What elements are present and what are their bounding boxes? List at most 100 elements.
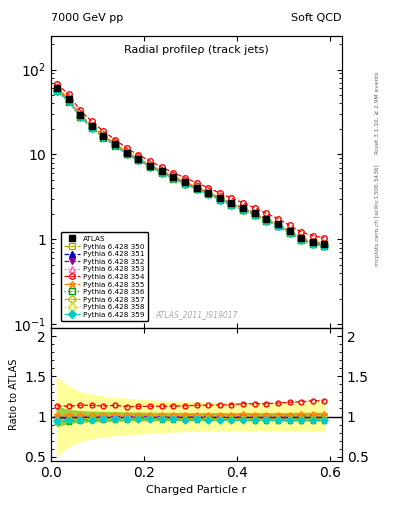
Pythia 6.428 352 <box>113 141 118 147</box>
Text: Rivet 3.1.10, ≥ 2.9M events: Rivet 3.1.10, ≥ 2.9M events <box>375 71 380 154</box>
Pythia 6.428 350 <box>136 157 141 163</box>
Pythia 6.428 353 <box>113 141 118 147</box>
Pythia 6.428 355 <box>182 179 187 185</box>
Pythia 6.428 355 <box>124 149 129 155</box>
Pythia 6.428 350 <box>171 175 176 181</box>
Pythia 6.428 355 <box>78 112 83 118</box>
Pythia 6.428 357 <box>194 185 199 191</box>
Pythia 6.428 353 <box>182 179 187 185</box>
Pythia 6.428 351 <box>264 217 269 223</box>
Pythia 6.428 358 <box>299 237 303 243</box>
Pythia 6.428 359 <box>66 98 71 104</box>
Pythia 6.428 355 <box>206 189 211 195</box>
Pythia 6.428 357 <box>322 242 327 248</box>
ATLAS <box>264 216 269 222</box>
Pythia 6.428 359 <box>206 191 211 197</box>
Pythia 6.428 358 <box>78 114 83 120</box>
Pythia 6.428 355 <box>136 155 141 161</box>
ATLAS <box>136 156 141 162</box>
Pythia 6.428 352 <box>55 86 59 92</box>
Pythia 6.428 354 <box>217 190 222 196</box>
Pythia 6.428 350 <box>229 202 234 208</box>
Line: Pythia 6.428 356: Pythia 6.428 356 <box>54 88 327 249</box>
Pythia 6.428 353 <box>287 228 292 234</box>
ATLAS <box>148 162 152 168</box>
ATLAS <box>124 150 129 156</box>
Pythia 6.428 359 <box>299 237 303 243</box>
Pythia 6.428 356 <box>171 176 176 182</box>
Pythia 6.428 356 <box>66 98 71 104</box>
Pythia 6.428 359 <box>171 176 176 182</box>
Pythia 6.428 352 <box>229 201 234 207</box>
Pythia 6.428 358 <box>101 134 106 140</box>
Pythia 6.428 350 <box>241 206 245 212</box>
Pythia 6.428 353 <box>136 156 141 162</box>
Pythia 6.428 358 <box>124 151 129 157</box>
Line: Pythia 6.428 352: Pythia 6.428 352 <box>54 86 327 248</box>
Pythia 6.428 352 <box>299 236 303 242</box>
Pythia 6.428 359 <box>90 124 94 131</box>
ATLAS <box>229 200 234 206</box>
Pythia 6.428 359 <box>78 114 83 120</box>
Pythia 6.428 351 <box>299 236 303 242</box>
Pythia 6.428 355 <box>217 195 222 201</box>
Pythia 6.428 359 <box>322 243 327 249</box>
Pythia 6.428 352 <box>275 222 280 228</box>
Pythia 6.428 356 <box>264 218 269 224</box>
Pythia 6.428 356 <box>90 125 94 131</box>
Pythia 6.428 354 <box>310 232 315 239</box>
Pythia 6.428 359 <box>252 212 257 218</box>
Pythia 6.428 358 <box>229 202 234 208</box>
Pythia 6.428 357 <box>124 151 129 157</box>
ATLAS <box>171 174 176 180</box>
ATLAS <box>55 86 59 92</box>
Pythia 6.428 356 <box>182 181 187 187</box>
Pythia 6.428 350 <box>206 190 211 197</box>
Pythia 6.428 352 <box>322 242 327 248</box>
Pythia 6.428 351 <box>275 222 280 228</box>
ATLAS <box>206 189 211 196</box>
ATLAS <box>275 221 280 227</box>
Pythia 6.428 357 <box>229 201 234 207</box>
Pythia 6.428 351 <box>101 133 106 139</box>
Pythia 6.428 350 <box>148 163 152 169</box>
Pythia 6.428 358 <box>182 181 187 187</box>
Pythia 6.428 359 <box>159 169 164 176</box>
ATLAS <box>299 235 303 241</box>
Pythia 6.428 359 <box>310 241 315 247</box>
Pythia 6.428 353 <box>299 235 303 241</box>
Pythia 6.428 358 <box>264 218 269 224</box>
Pythia 6.428 357 <box>171 175 176 181</box>
Line: Pythia 6.428 357: Pythia 6.428 357 <box>54 87 327 248</box>
Pythia 6.428 350 <box>101 134 106 140</box>
Pythia 6.428 355 <box>148 162 152 168</box>
Pythia 6.428 357 <box>299 236 303 242</box>
Pythia 6.428 353 <box>148 162 152 168</box>
Y-axis label: Ratio to ATLAS: Ratio to ATLAS <box>9 359 19 430</box>
Pythia 6.428 357 <box>287 229 292 236</box>
Pythia 6.428 351 <box>124 150 129 156</box>
Pythia 6.428 352 <box>194 185 199 191</box>
Pythia 6.428 353 <box>229 200 234 206</box>
Pythia 6.428 354 <box>182 175 187 181</box>
ATLAS <box>217 195 222 201</box>
Pythia 6.428 351 <box>252 211 257 217</box>
ATLAS <box>194 185 199 191</box>
Pythia 6.428 354 <box>148 158 152 164</box>
Pythia 6.428 358 <box>136 157 141 163</box>
ATLAS <box>66 96 71 102</box>
Pythia 6.428 351 <box>217 196 222 202</box>
ATLAS <box>252 210 257 217</box>
Pythia 6.428 350 <box>322 243 327 249</box>
Pythia 6.428 351 <box>287 229 292 235</box>
Pythia 6.428 354 <box>275 216 280 222</box>
Line: Pythia 6.428 354: Pythia 6.428 354 <box>54 81 327 241</box>
Pythia 6.428 355 <box>66 95 71 101</box>
Pythia 6.428 352 <box>217 196 222 202</box>
Pythia 6.428 354 <box>113 136 118 142</box>
Pythia 6.428 359 <box>229 202 234 208</box>
Pythia 6.428 355 <box>101 132 106 138</box>
Pythia 6.428 356 <box>217 197 222 203</box>
Pythia 6.428 352 <box>90 123 94 130</box>
Pythia 6.428 359 <box>136 157 141 163</box>
